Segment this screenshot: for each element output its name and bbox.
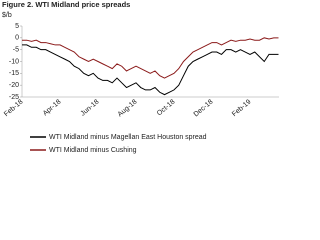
x-tick-label: Feb-18 — [3, 99, 25, 119]
y-tick-label: -25 — [9, 94, 19, 101]
y-tick-label: -10 — [9, 58, 19, 65]
x-tick-label: Feb-19 — [231, 99, 253, 119]
y-tick-label: 5 — [15, 23, 19, 30]
chart: Figure 2. WTI Midland price spreads $/b … — [2, 0, 279, 154]
y-tick-label: -5 — [13, 47, 19, 54]
x-tick-label: Oct-18 — [156, 99, 177, 118]
series-line — [22, 37, 279, 79]
x-tick-label: Aug-18 — [117, 99, 139, 119]
chart-title: Figure 2. WTI Midland price spreads — [2, 0, 130, 9]
y-tick-label: 0 — [15, 35, 19, 42]
x-tick-label: Apr-18 — [42, 99, 63, 118]
y-tick-label: -20 — [9, 82, 19, 89]
legend-label: WTI Midland minus Magellan East Houston … — [49, 134, 207, 141]
series-line — [22, 44, 279, 96]
legend-label: WTI Midland minus Cushing — [49, 147, 137, 154]
x-tick-label: Dec-18 — [193, 99, 215, 119]
y-tick-label: -15 — [9, 70, 19, 77]
y-axis-label: $/b — [2, 12, 12, 19]
x-tick-label: Jun-18 — [80, 99, 101, 118]
